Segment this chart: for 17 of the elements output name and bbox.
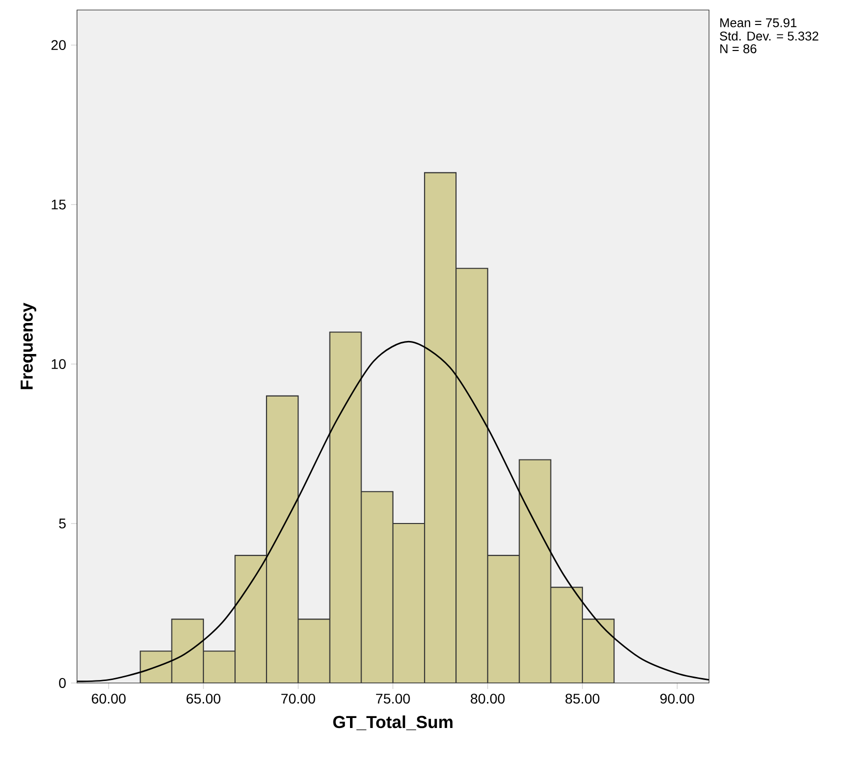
x-tick-label: 70.00 <box>281 694 316 704</box>
text: Mean = 75.91 <box>720 18 796 28</box>
text: N = 86 <box>720 44 756 54</box>
y-tick-label: 0 <box>59 678 66 688</box>
x-tick-label: 90.00 <box>660 694 694 704</box>
x-tick-label: 65.00 <box>186 694 220 704</box>
y-tick-label: 15 <box>52 200 66 210</box>
x-axis-title: GT_Total_Sum <box>333 715 452 730</box>
y-tick-label: 20 <box>51 40 66 50</box>
x-tick-label: 85.00 <box>566 694 600 704</box>
x-tick-label: 60.00 <box>92 694 126 704</box>
x-tick-label: 80.00 <box>470 694 505 704</box>
y-tick-label: 5 <box>59 518 66 528</box>
x-tick-label: 75.00 <box>376 694 410 704</box>
text: Std. Dev. = 5.332 <box>720 31 818 41</box>
y-tick-label: 10 <box>52 359 66 370</box>
y-axis-title: Frequency <box>20 302 36 390</box>
